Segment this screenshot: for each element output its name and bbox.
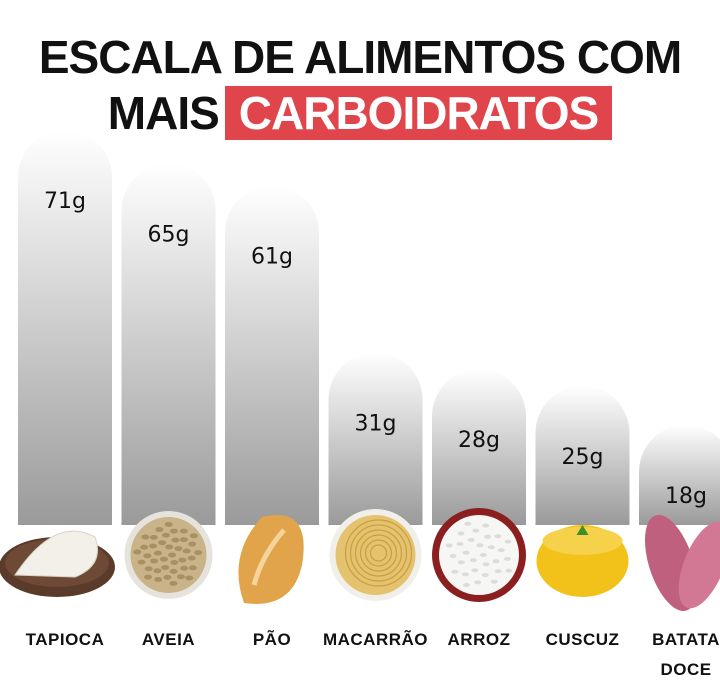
oats-icon [124, 511, 213, 599]
value-label: 18g [665, 484, 707, 509]
category-label: MACARRÃO [323, 629, 428, 649]
title-line-2: MAIS CARBOIDRATOS [0, 86, 720, 140]
category-label: BATATA [652, 630, 720, 649]
value-label: 25g [562, 445, 604, 470]
value-label: 28g [458, 428, 500, 453]
bar-arroz [432, 369, 526, 525]
category-label: ARROZ [448, 630, 511, 649]
value-label: 61g [251, 245, 293, 270]
category-label: DOCE [660, 660, 711, 679]
bar-aveia [121, 163, 216, 526]
bread-icon [238, 515, 304, 604]
category-label: AVEIA [142, 630, 195, 649]
title-highlight: CARBOIDRATOS [224, 86, 613, 140]
value-label: 71g [44, 189, 86, 214]
category-label: CUSCUZ [546, 630, 620, 649]
pasta-icon [329, 509, 422, 601]
rice-icon [432, 508, 526, 602]
value-label: 31g [355, 412, 397, 437]
bar-cuscuz [535, 385, 630, 525]
title-prefix: MAIS [107, 87, 220, 139]
bar-batata-doce [639, 424, 720, 525]
couscous-icon [536, 525, 629, 597]
title-line-1: ESCALA DE ALIMENTOS COM [38, 31, 682, 83]
sweet-potato-icon [644, 514, 720, 612]
bar-tapioca [18, 130, 112, 525]
bar-macarrão [328, 352, 423, 525]
value-label: 65g [148, 222, 190, 247]
bar-pão [225, 185, 319, 525]
category-label: PÃO [253, 629, 291, 649]
tapioca-icon [0, 530, 115, 597]
category-label: TAPIOCA [26, 630, 105, 649]
